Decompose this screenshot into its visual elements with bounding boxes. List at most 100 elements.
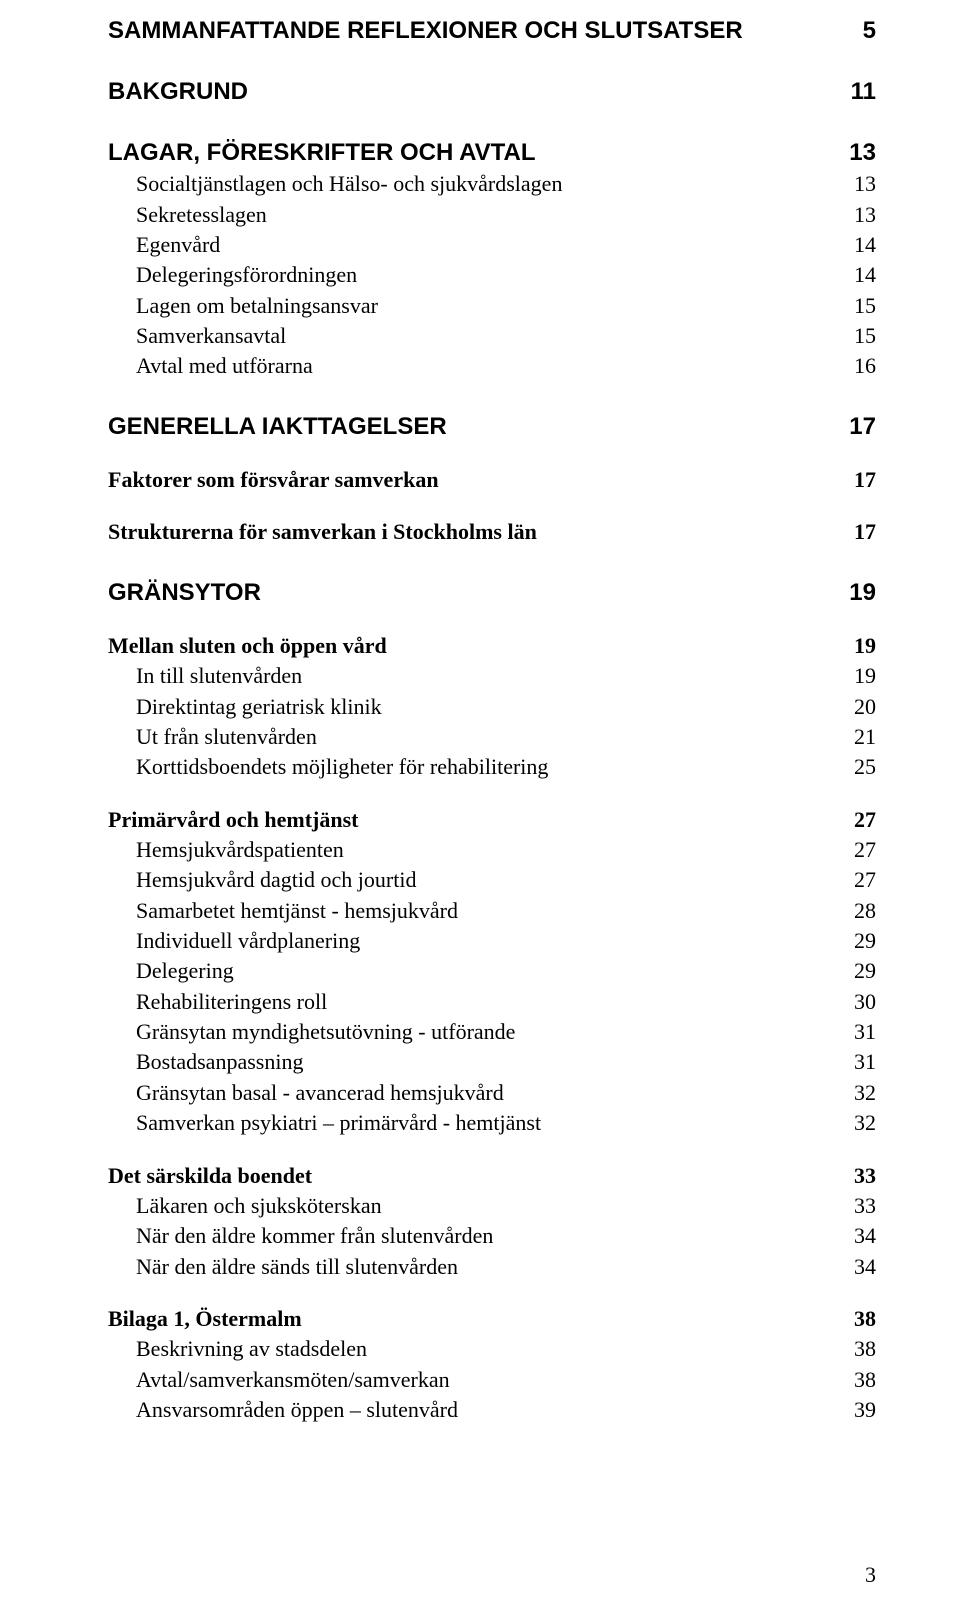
page-number: 3 bbox=[865, 1562, 876, 1588]
toc-entry-page: 15 bbox=[854, 321, 876, 351]
toc-heading: GENERELLA IAKTTAGELSER17 bbox=[108, 410, 876, 443]
toc-entry-page: 30 bbox=[854, 987, 876, 1017]
toc-heading-label: GRÄNSYTOR bbox=[108, 576, 849, 609]
toc-heading-page: 17 bbox=[849, 410, 876, 443]
toc-entry: Direktintag geriatrisk klinik20 bbox=[108, 692, 876, 722]
toc-heading-label: LAGAR, FÖRESKRIFTER OCH AVTAL bbox=[108, 136, 849, 169]
toc-entry-page: 19 bbox=[854, 661, 876, 691]
spacer bbox=[108, 495, 876, 517]
toc-entry-label: Primärvård och hemtjänst bbox=[108, 805, 854, 835]
toc-entry: Sekretesslagen13 bbox=[108, 200, 876, 230]
toc-entry: Bostadsanpassning31 bbox=[108, 1047, 876, 1077]
toc-page: SAMMANFATTANDE REFLEXIONER OCH SLUTSATSE… bbox=[0, 0, 960, 1598]
toc-entry-label: När den äldre kommer från slutenvården bbox=[136, 1221, 854, 1251]
toc-entry: Rehabiliteringens roll30 bbox=[108, 987, 876, 1017]
toc-entry-label: Egenvård bbox=[136, 230, 854, 260]
toc-entry: Samverkan psykiatri – primärvård - hemtj… bbox=[108, 1108, 876, 1138]
toc-heading-page: 5 bbox=[863, 14, 876, 47]
toc-entry-label: Det särskilda boendet bbox=[108, 1161, 854, 1191]
toc-entry-page: 13 bbox=[854, 200, 876, 230]
toc-entry: Primärvård och hemtjänst27 bbox=[108, 805, 876, 835]
toc-entry-page: 33 bbox=[854, 1161, 876, 1191]
toc-entry-label: Beskrivning av stadsdelen bbox=[136, 1334, 854, 1364]
toc-entry: Gränsytan basal - avancerad hemsjukvård3… bbox=[108, 1078, 876, 1108]
toc-entry: Mellan sluten och öppen vård19 bbox=[108, 631, 876, 661]
toc-entry-label: Direktintag geriatrisk klinik bbox=[136, 692, 854, 722]
spacer bbox=[108, 1139, 876, 1161]
toc-entry: Individuell vårdplanering29 bbox=[108, 926, 876, 956]
spacer bbox=[108, 783, 876, 805]
toc-entry: Egenvård14 bbox=[108, 230, 876, 260]
toc-entry-page: 25 bbox=[854, 752, 876, 782]
toc-entry: Avtal med utförarna16 bbox=[108, 351, 876, 381]
toc-entry-page: 13 bbox=[854, 169, 876, 199]
toc-entry-label: Rehabiliteringens roll bbox=[136, 987, 854, 1017]
spacer bbox=[108, 1282, 876, 1304]
toc-entry: Faktorer som försvårar samverkan17 bbox=[108, 465, 876, 495]
toc-entry-page: 31 bbox=[854, 1047, 876, 1077]
spacer bbox=[108, 108, 876, 136]
toc-entry-page: 38 bbox=[854, 1304, 876, 1334]
toc-entry: När den äldre sänds till slutenvården34 bbox=[108, 1252, 876, 1282]
toc-entry-label: Mellan sluten och öppen vård bbox=[108, 631, 854, 661]
toc-entry: Ansvarsområden öppen – slutenvård39 bbox=[108, 1395, 876, 1425]
toc-entry-page: 15 bbox=[854, 291, 876, 321]
toc-heading: BAKGRUND11 bbox=[108, 75, 876, 108]
toc-entry-page: 20 bbox=[854, 692, 876, 722]
toc-heading-page: 11 bbox=[851, 75, 876, 108]
toc-entry-label: Sekretesslagen bbox=[136, 200, 854, 230]
toc-entry: Lagen om betalningsansvar15 bbox=[108, 291, 876, 321]
toc-entry: Gränsytan myndighetsutövning - utförande… bbox=[108, 1017, 876, 1047]
toc-entry-page: 31 bbox=[854, 1017, 876, 1047]
toc-entry: Samverkansavtal15 bbox=[108, 321, 876, 351]
toc-entry-label: Samverkansavtal bbox=[136, 321, 854, 351]
toc-entry-page: 32 bbox=[854, 1108, 876, 1138]
toc-heading: LAGAR, FÖRESKRIFTER OCH AVTAL13 bbox=[108, 136, 876, 169]
toc-entry: Delegeringsförordningen14 bbox=[108, 260, 876, 290]
toc-entry-label: När den äldre sänds till slutenvården bbox=[136, 1252, 854, 1282]
toc-entry: Läkaren och sjuksköterskan33 bbox=[108, 1191, 876, 1221]
toc-heading-label: GENERELLA IAKTTAGELSER bbox=[108, 410, 849, 443]
toc-entry-page: 17 bbox=[854, 517, 876, 547]
toc-entry-label: Delegering bbox=[136, 956, 854, 986]
toc-heading: GRÄNSYTOR19 bbox=[108, 576, 876, 609]
toc-entry-label: Bostadsanpassning bbox=[136, 1047, 854, 1077]
toc-heading: SAMMANFATTANDE REFLEXIONER OCH SLUTSATSE… bbox=[108, 14, 876, 47]
spacer bbox=[108, 443, 876, 465]
toc-entry: Beskrivning av stadsdelen38 bbox=[108, 1334, 876, 1364]
spacer bbox=[108, 548, 876, 576]
spacer bbox=[108, 382, 876, 410]
toc-entry-label: Strukturerna för samverkan i Stockholms … bbox=[108, 517, 854, 547]
toc-entry-label: Lagen om betalningsansvar bbox=[136, 291, 854, 321]
toc-heading-page: 19 bbox=[849, 576, 876, 609]
spacer bbox=[108, 609, 876, 631]
toc-entry: Hemsjukvårdspatienten27 bbox=[108, 835, 876, 865]
toc-entry-page: 27 bbox=[854, 805, 876, 835]
toc-entry-page: 27 bbox=[854, 835, 876, 865]
toc-entry-label: Samverkan psykiatri – primärvård - hemtj… bbox=[136, 1108, 854, 1138]
toc-entry-page: 17 bbox=[854, 465, 876, 495]
toc-entry: När den äldre kommer från slutenvården34 bbox=[108, 1221, 876, 1251]
toc-entry-page: 38 bbox=[854, 1365, 876, 1395]
toc-entry-label: Individuell vårdplanering bbox=[136, 926, 854, 956]
toc-entry-label: Läkaren och sjuksköterskan bbox=[136, 1191, 854, 1221]
toc-entry-page: 34 bbox=[854, 1252, 876, 1282]
toc-entry-page: 21 bbox=[854, 722, 876, 752]
toc-entry-page: 29 bbox=[854, 956, 876, 986]
spacer bbox=[108, 47, 876, 75]
toc-entry-page: 33 bbox=[854, 1191, 876, 1221]
toc-entry-label: Gränsytan myndighetsutövning - utförande bbox=[136, 1017, 854, 1047]
toc-entry: Bilaga 1, Östermalm38 bbox=[108, 1304, 876, 1334]
toc-entry-page: 34 bbox=[854, 1221, 876, 1251]
toc-heading-page: 13 bbox=[849, 136, 876, 169]
toc-heading-label: SAMMANFATTANDE REFLEXIONER OCH SLUTSATSE… bbox=[108, 14, 863, 47]
toc-entry-page: 38 bbox=[854, 1334, 876, 1364]
toc-entry-label: Hemsjukvård dagtid och jourtid bbox=[136, 865, 854, 895]
toc-entry-label: Avtal med utförarna bbox=[136, 351, 854, 381]
toc-entry-page: 14 bbox=[854, 230, 876, 260]
toc-entry: Delegering29 bbox=[108, 956, 876, 986]
toc-entry-page: 14 bbox=[854, 260, 876, 290]
toc-entry-label: Delegeringsförordningen bbox=[136, 260, 854, 290]
toc-entry-page: 27 bbox=[854, 865, 876, 895]
toc-entry: Ut från slutenvården21 bbox=[108, 722, 876, 752]
